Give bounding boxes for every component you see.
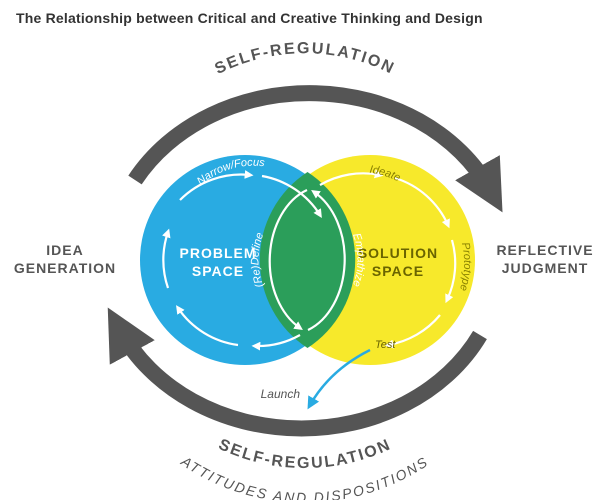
problem-label-1: PROBLEM — [180, 245, 257, 261]
page-title: The Relationship between Critical and Cr… — [16, 10, 483, 26]
diagram-stage: The Relationship between Critical and Cr… — [0, 0, 600, 500]
launch-label: Launch — [261, 387, 301, 401]
solution-label-2: SPACE — [372, 263, 424, 279]
left-label-2: GENERATION — [14, 260, 116, 276]
right-label-2: JUDGMENT — [502, 260, 589, 276]
left-label-1: IDEA — [46, 242, 83, 258]
solution-label-1: SOLUTION — [358, 245, 438, 261]
bottom-arc-label: SELF-REGULATION — [216, 436, 394, 472]
problem-label-2: SPACE — [192, 263, 244, 279]
test-label: Test — [375, 339, 396, 351]
venn: PROBLEM SPACE SOLUTION SPACE Narrow/Focu… — [140, 155, 475, 365]
top-arc-label: SELF-REGULATION — [212, 40, 397, 78]
right-label-1: REFLECTIVE — [496, 242, 593, 258]
diagram-svg: SELF-REGULATION SELF-REGULATION ATTITUDE… — [0, 0, 600, 500]
